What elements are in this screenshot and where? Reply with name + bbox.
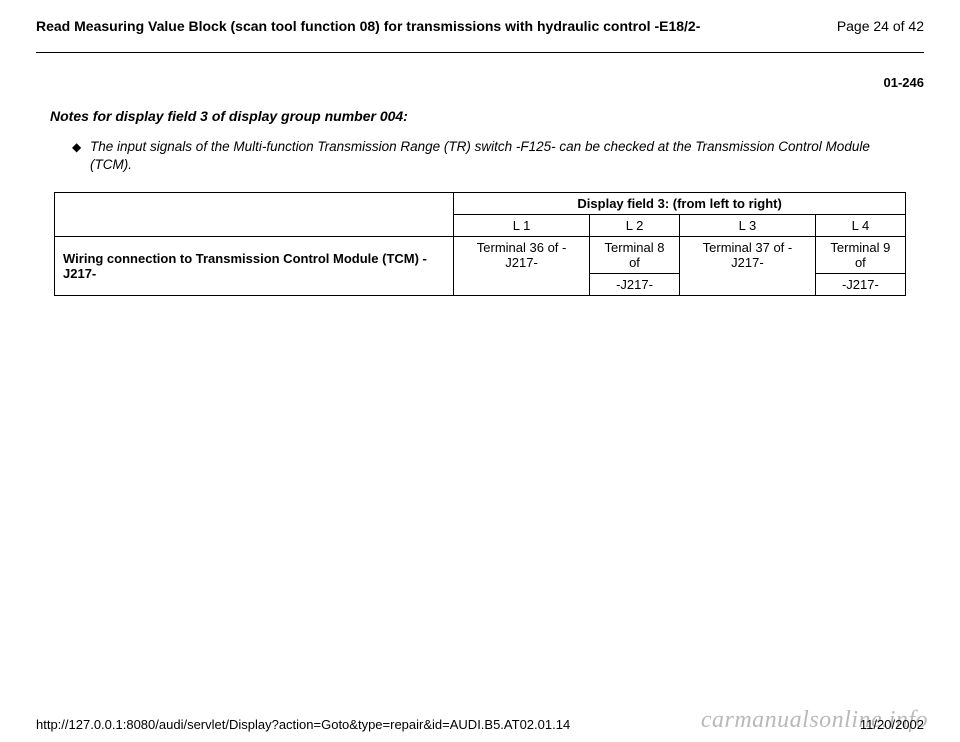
cell-l1-a: Terminal 36 of -J217- [454, 237, 590, 296]
cell-l3-a: Terminal 37 of -J217- [680, 237, 816, 296]
wiring-table: Display field 3: (from left to right) L … [54, 192, 906, 296]
col-l3: L 3 [680, 215, 816, 237]
cell-l2-b: -J217- [589, 274, 679, 296]
col-l2: L 2 [589, 215, 679, 237]
page-number: Page 24 of 42 [837, 18, 924, 34]
bullet-icon: ◆ [72, 138, 90, 174]
cell-l4-a: Terminal 9 of [815, 237, 905, 274]
col-l1: L 1 [454, 215, 590, 237]
page-footer: http://127.0.0.1:8080/audi/servlet/Displ… [0, 717, 960, 732]
bullet-text: The input signals of the Multi-function … [90, 138, 888, 174]
cell-l4-b: -J217- [815, 274, 905, 296]
doc-title: Read Measuring Value Block (scan tool fu… [36, 18, 700, 34]
page-header: Read Measuring Value Block (scan tool fu… [36, 18, 924, 34]
doc-number: 01-246 [36, 75, 924, 90]
bullet-item: ◆ The input signals of the Multi-functio… [72, 138, 888, 174]
header-divider [36, 52, 924, 53]
notes-heading: Notes for display field 3 of display gro… [50, 108, 924, 124]
col-l4: L 4 [815, 215, 905, 237]
footer-url: http://127.0.0.1:8080/audi/servlet/Displ… [36, 717, 570, 732]
cell-l2-a: Terminal 8 of [589, 237, 679, 274]
footer-date: 11/20/2002 [860, 717, 924, 732]
table-group-header: Display field 3: (from left to right) [454, 193, 906, 215]
row-header: Wiring connection to Transmission Contro… [55, 237, 454, 296]
